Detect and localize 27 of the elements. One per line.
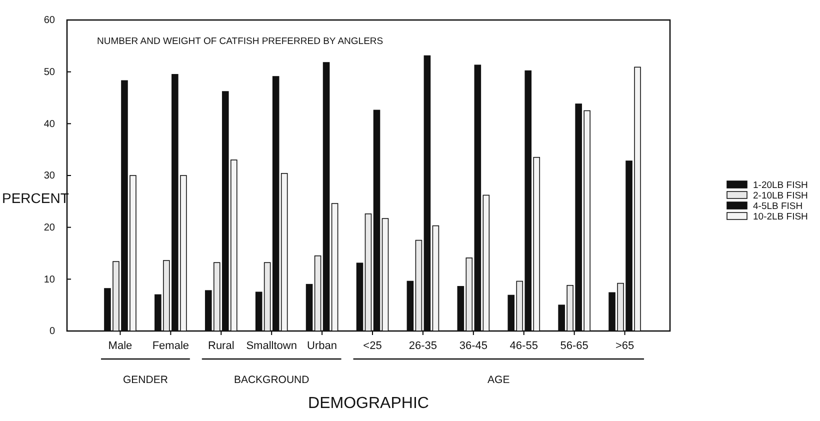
x-tick-label: Male [108, 340, 132, 352]
x-tick-label: Rural [208, 340, 234, 352]
text: AGE [488, 374, 510, 386]
x-axis-title: DEMOGRAPHIC [308, 395, 429, 412]
y-tick-label: 50 [44, 67, 56, 78]
x-tick-label: <25 [363, 340, 382, 352]
y-tick-label: 0 [49, 326, 56, 338]
y-tick-label: 10 [44, 274, 56, 286]
y-tick-label: 40 [44, 118, 56, 130]
text: BACKGROUND [234, 374, 310, 386]
legend-label: 10-2LB FISH [753, 212, 808, 222]
text: GENDER [122, 374, 168, 386]
x-tick-label: Urban [307, 340, 338, 352]
y-tick-label: 60 [44, 15, 56, 26]
x-tick-label: Female [152, 340, 190, 352]
legend-label: 2-10LB FISH [753, 190, 808, 202]
x-tick-label: >65 [615, 340, 634, 352]
text: NUMBER AND WEIGHT OF CATFISH PREFERRED BY ANGLERS [97, 36, 384, 47]
x-tick-label: 56-65 [560, 340, 588, 352]
legend-label: 4-5LB FISH [753, 201, 803, 212]
x-tick-label: 26-35 [408, 340, 438, 352]
x-tick-label: 36-45 [459, 340, 488, 352]
x-tick-label: 46-55 [510, 340, 538, 352]
y-tick-label: 30 [44, 170, 56, 182]
legend-label: 1-20LB FISH [753, 180, 808, 191]
y-tick-label: 20 [44, 222, 56, 234]
x-tick-label: Smalltown [246, 340, 297, 352]
